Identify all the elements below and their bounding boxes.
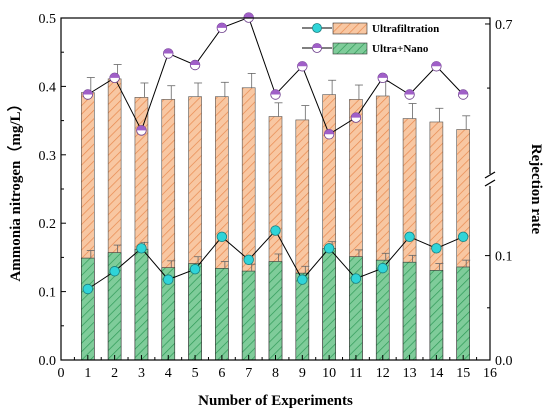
y-right-tick-label: 0.7: [495, 18, 513, 33]
x-tick-label: 2: [111, 366, 118, 381]
axis-break-mark: [484, 171, 496, 187]
point-cyan: [136, 243, 147, 254]
legend-swatch-ultra-nano: [332, 42, 368, 55]
bar-ultra-nano: [268, 261, 283, 361]
y-left-tick-label: 0.5: [39, 12, 57, 27]
legend-marker-purple: [312, 43, 322, 53]
point-cyan: [163, 274, 174, 285]
point-cyan: [323, 243, 335, 254]
bar-ultra-nano: [402, 261, 417, 361]
point-purple: [136, 125, 147, 136]
point-cyan: [109, 266, 120, 277]
x-tick-label: 7: [245, 366, 252, 381]
y-left-tick-label: 0.2: [39, 217, 57, 232]
point-cyan: [431, 243, 442, 254]
y-left-tick-label: 0.4: [39, 80, 57, 95]
rejection-lines: [82, 12, 469, 295]
bar-ultra-nano: [215, 268, 229, 361]
point-cyan: [350, 273, 362, 284]
y-axis-right: 0.00.10.70.8: [485, 18, 513, 369]
x-tick-label: 3: [138, 366, 145, 381]
y-right-tick-label: 0.0: [495, 354, 513, 369]
bar-ultra-nano: [241, 270, 256, 361]
point-purple: [297, 61, 308, 72]
bar-ultra-nano: [349, 256, 363, 361]
point-purple: [431, 61, 442, 72]
legend-label-ultra-nano: Ultra+Nano: [372, 43, 429, 55]
bar-ultra-nano: [322, 248, 336, 361]
x-tick-label: 10: [322, 366, 336, 381]
x-tick-label: 15: [456, 366, 470, 381]
bar-ultra-nano: [295, 272, 310, 361]
point-purple: [216, 22, 228, 34]
point-cyan: [377, 262, 388, 274]
legend-swatch-ultrafiltration: [332, 22, 368, 35]
point-cyan: [82, 283, 94, 295]
legend: Ultrafiltration Ultra+Nano: [302, 22, 439, 55]
x-axis-title: Number of Experiments: [198, 393, 353, 409]
point-purple: [189, 59, 201, 71]
x-axis: 0 1 2 3 4 5 6 7 8 9 10 11 12 13 14 15 16: [58, 355, 497, 381]
x-tick-label: 4: [165, 366, 172, 381]
axis-break-slash: [484, 179, 496, 187]
x-tick-label: 5: [192, 366, 199, 381]
point-cyan: [189, 263, 201, 275]
bar-ultra-nano: [456, 266, 470, 361]
y-left-tick-label: 0.3: [39, 149, 57, 164]
point-purple: [377, 72, 388, 84]
point-cyan: [270, 225, 281, 236]
point-purple: [109, 72, 120, 84]
bar-ultra-nano: [81, 257, 95, 361]
point-cyan: [297, 274, 308, 285]
x-tick-label: 16: [483, 366, 497, 381]
point-cyan: [243, 254, 254, 265]
point-cyan: [457, 231, 469, 243]
axis-break-gap: [487, 174, 495, 186]
axis-break-slash: [484, 171, 496, 179]
point-purple: [323, 129, 335, 140]
x-tick-label: 9: [299, 366, 306, 381]
x-tick-label: 12: [376, 366, 390, 381]
y-left-tick-label: 0.1: [39, 286, 57, 301]
x-tick-label: 13: [403, 366, 417, 381]
point-cyan: [404, 231, 415, 243]
bar-ultra-nano: [375, 259, 390, 361]
x-tick-label: 0: [58, 366, 65, 381]
x-tick-label: 11: [349, 366, 362, 381]
point-purple: [163, 48, 174, 59]
point-purple: [350, 112, 362, 123]
x-tick-label: 6: [218, 366, 225, 381]
x-tick-label: 8: [272, 366, 279, 381]
y-left-tick-label: 0.0: [39, 354, 57, 369]
y-axis-left-title: Ammonia nitrogen（mg/L）: [6, 96, 24, 281]
x-tick-label: 14: [429, 366, 443, 381]
ultra-nano-bars: [81, 248, 470, 361]
point-purple: [270, 89, 281, 100]
bar-ultra-nano: [188, 263, 202, 361]
y-right-tick-label: 0.1: [495, 250, 513, 265]
point-purple: [82, 89, 94, 100]
error-bars: [86, 64, 471, 274]
point-purple: [457, 89, 469, 100]
x-tick-label: 1: [84, 366, 91, 381]
point-purple: [404, 89, 415, 100]
bar-ultra-nano: [429, 270, 444, 361]
bar-ultra-nano: [134, 248, 149, 361]
y-axis-right-title: Rejection rate: [528, 144, 544, 235]
legend-label-ultrafiltration: Ultrafiltration: [372, 23, 439, 35]
legend-marker-cyan: [312, 23, 322, 33]
point-cyan: [216, 231, 228, 243]
y-axis-left: 0.0 0.1 0.2 0.3 0.4 0.5: [39, 12, 66, 369]
